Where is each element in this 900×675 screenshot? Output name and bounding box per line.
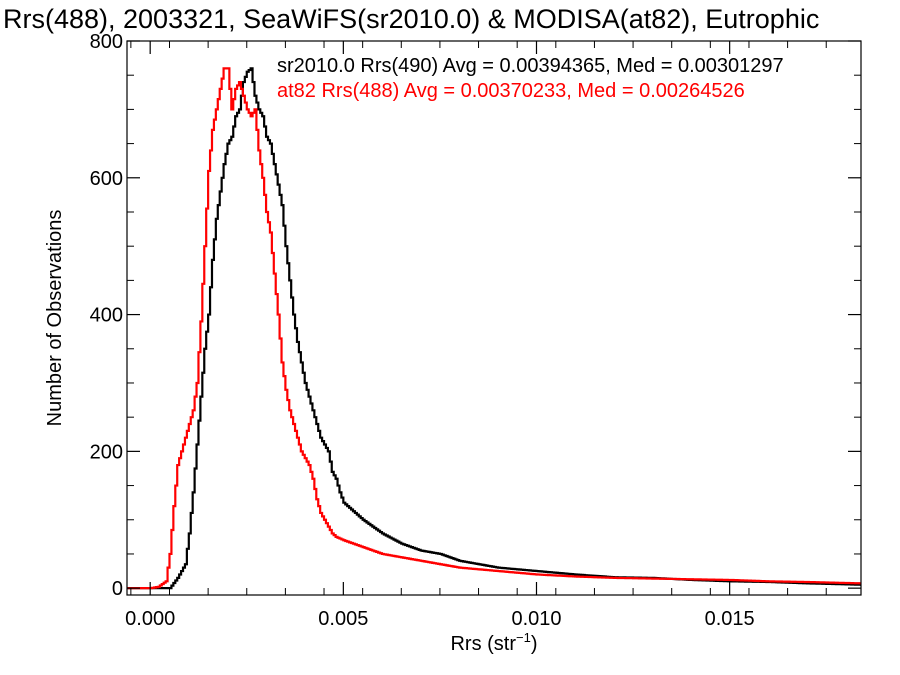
plot-area [126,40,862,596]
x-axis-label: Rrs (str−1) [450,630,537,655]
y-tick-label: 0 [112,578,123,600]
x-axis-label-close: ) [531,633,538,655]
x-tick-label: 0.000 [125,608,175,630]
series-layer [127,67,861,590]
x-axis-label-superscript: −1 [516,630,531,645]
x-tick-label: 0.015 [705,608,755,630]
y-tick-label: 400 [90,305,123,327]
ticks-layer: 0.000 0.005 0.010 0.015 0 200 400 600 800 [90,31,861,630]
x-tick-label: 0.010 [511,608,561,630]
series-sr2010-histogram [127,67,861,590]
y-tick-label: 800 [90,31,123,53]
y-tick-label: 600 [90,168,123,190]
y-axis-label: Number of Observations [44,210,66,427]
y-tick-label: 200 [90,441,123,463]
plot-frame [126,40,862,596]
series-at82-histogram [127,67,861,590]
legend-entry-sr2010: sr2010.0 Rrs(490) Avg = 0.00394365, Med … [277,55,784,77]
legend-entry-at82: at82 Rrs(488) Avg = 0.00370233, Med = 0.… [277,80,745,102]
x-tick-label: 0.005 [318,608,368,630]
x-axis-label-text: Rrs (str [450,633,516,655]
chart-title: Rrs(488), 2003321, SeaWiFS(sr2010.0) & M… [3,4,819,34]
legend: sr2010.0 Rrs(490) Avg = 0.00394365, Med … [277,55,784,102]
